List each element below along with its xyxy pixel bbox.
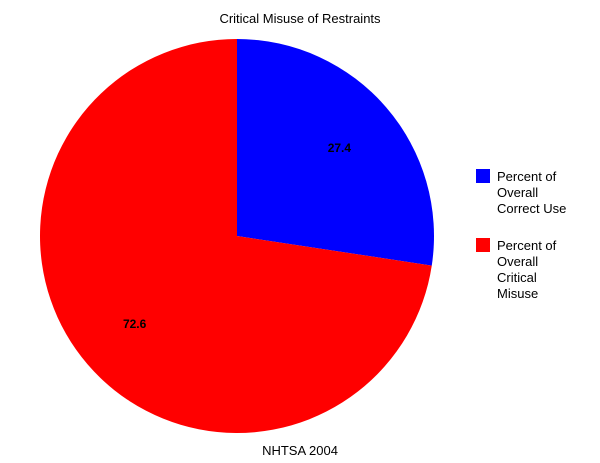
legend-item: Percent of Overall Correct Use [476,169,566,216]
pie-slice [237,39,435,266]
pie-slice-labels: 27.4 72.6 [123,141,351,331]
chart-title: Critical Misuse of Restraints [219,11,381,26]
chart-source: NHTSA 2004 [262,443,338,458]
legend-item: Percent of Overall Critical Misuse [476,238,557,301]
pie-slice [39,39,432,434]
pie-slices [39,39,435,434]
legend-label: Percent of Overall Critical Misuse [497,238,557,301]
pie-slice-label: 72.6 [123,317,147,331]
legend-label: Percent of Overall Correct Use [497,169,566,216]
legend-swatch [476,169,490,183]
legend: Percent of Overall Correct Use Percent of Ov… [476,169,566,301]
legend-swatch [476,238,490,252]
pie-slice-label: 27.4 [328,141,352,155]
